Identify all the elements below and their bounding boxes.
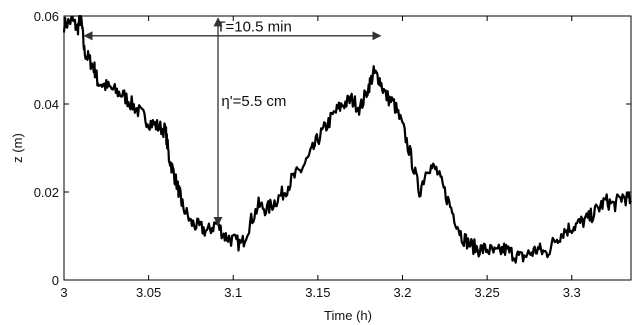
y-tick-label: 0 — [52, 273, 59, 288]
x-tick-label: 3 — [60, 285, 67, 300]
y-axis: 0 0.02 0.04 0.06 — [34, 9, 631, 288]
y-tick-label: 0.06 — [34, 9, 59, 24]
y-tick-label: 0.04 — [34, 97, 59, 112]
period-label: T=10.5 min — [216, 18, 291, 35]
amplitude-label: η'=5.5 cm — [221, 93, 286, 110]
series-layer — [62, 14, 632, 264]
y-axis-label: z (m) — [10, 133, 25, 163]
series-line — [62, 14, 632, 264]
x-tick-label: 3.25 — [474, 285, 499, 300]
x-tick-label: 3.15 — [305, 285, 330, 300]
x-tick-label: 3.2 — [393, 285, 411, 300]
x-tick-label: 3.3 — [563, 285, 581, 300]
plot-area — [63, 15, 632, 281]
annotation-layer: T=10.5 min η'=5.5 cm — [83, 17, 382, 226]
y-tick-label: 0.02 — [34, 185, 59, 200]
x-tick-label: 3.05 — [136, 285, 161, 300]
x-tick-label: 3.1 — [224, 285, 242, 300]
x-axis: 3 3.05 3.1 3.15 3.2 3.25 3.3 — [60, 16, 581, 300]
x-axis-label: Time (h) — [324, 308, 372, 323]
